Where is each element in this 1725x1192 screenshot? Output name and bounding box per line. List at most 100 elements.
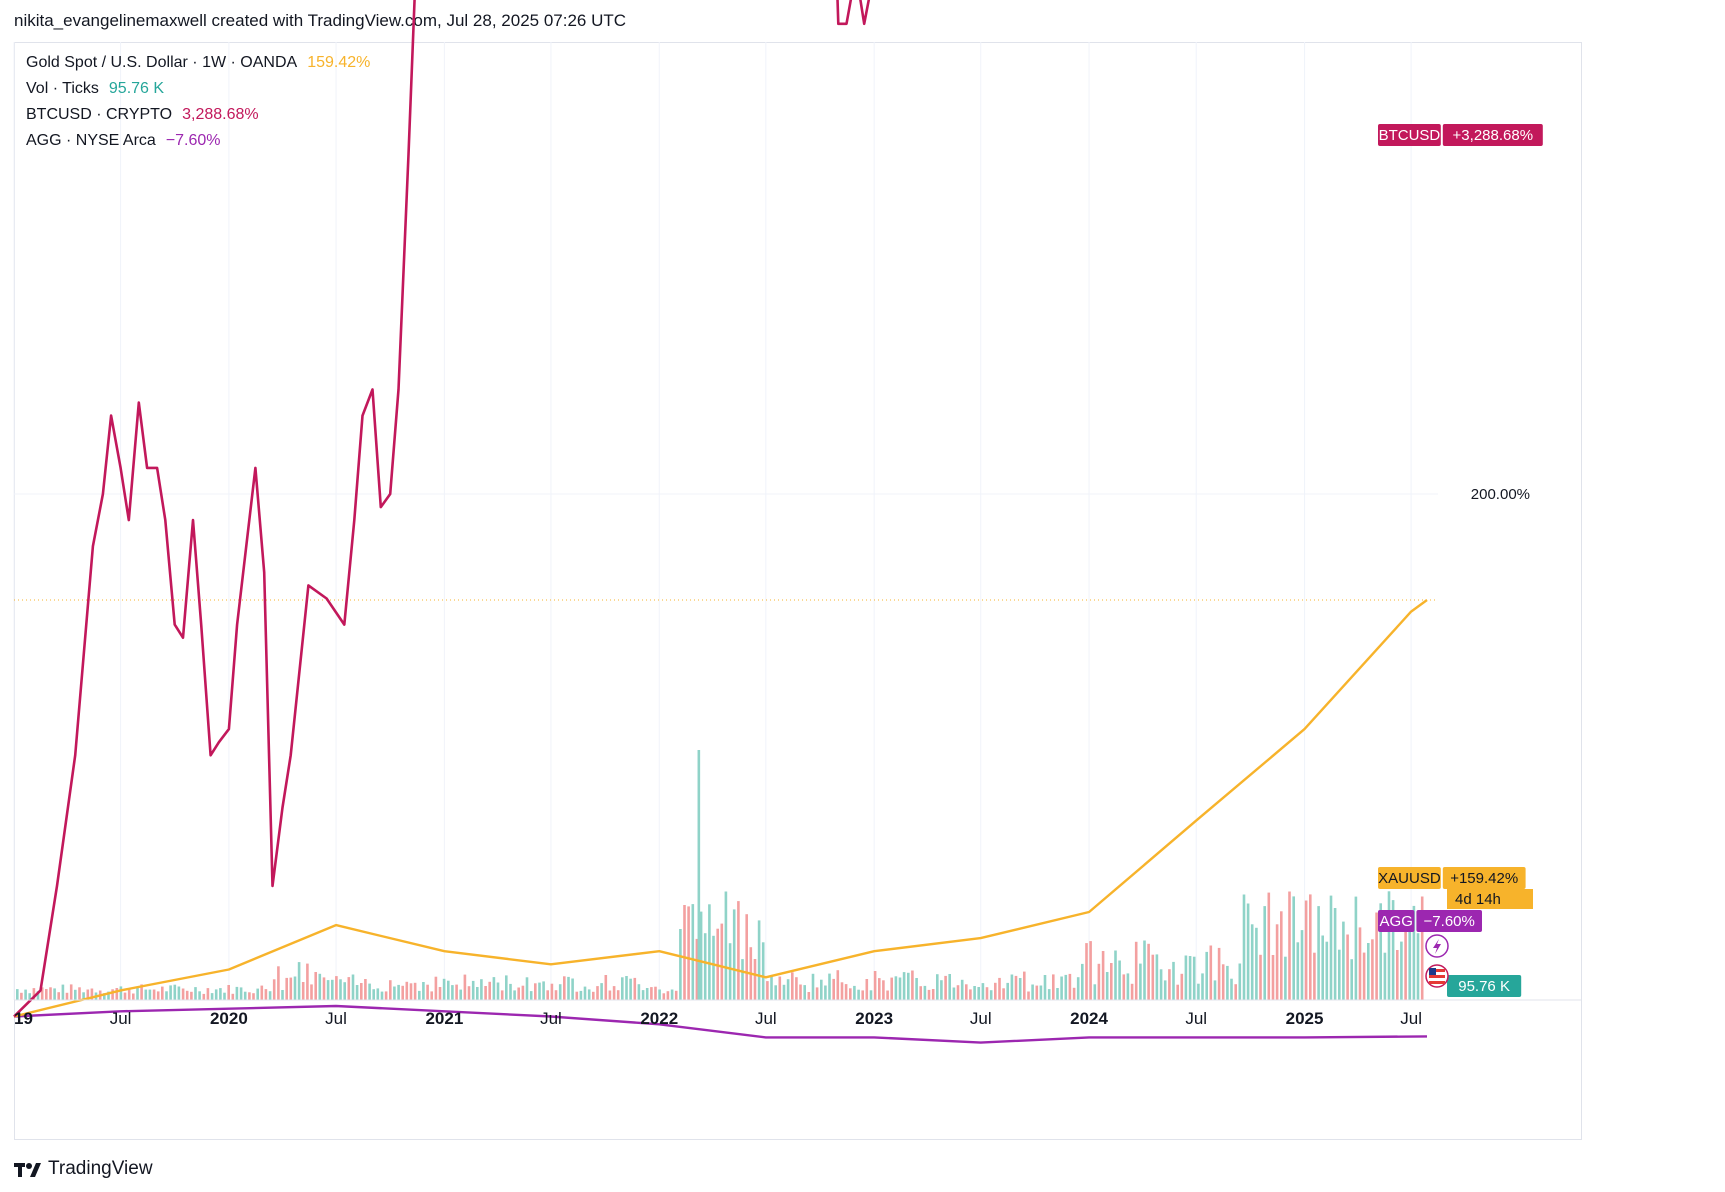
volume-bar bbox=[1155, 954, 1159, 1000]
volume-bar bbox=[1396, 950, 1399, 1000]
volume-bar bbox=[1238, 963, 1242, 1000]
xau-price-tag-symbol-bg bbox=[1378, 867, 1441, 889]
volume-bar bbox=[1180, 973, 1184, 1000]
agg-price-tag[interactable]: AGG −7.60% bbox=[1378, 910, 1482, 932]
btc-price-tag-value-bg bbox=[1442, 124, 1543, 146]
volume-price-tag[interactable]: 95.76 K bbox=[1447, 975, 1522, 997]
volume-bar bbox=[894, 976, 898, 1000]
series-line-xauusd[interactable] bbox=[13, 599, 1428, 1018]
volume-bar bbox=[542, 981, 545, 1000]
volume-bar bbox=[774, 985, 777, 1000]
volume-bar bbox=[981, 983, 985, 1000]
volume-bar bbox=[525, 977, 529, 1000]
volume-bar bbox=[235, 986, 239, 1000]
volume-bar bbox=[915, 978, 918, 1000]
volume-bar bbox=[397, 984, 400, 1000]
tradingview-footer[interactable]: TradingView bbox=[14, 1158, 153, 1180]
volume-bar bbox=[1188, 956, 1192, 1000]
volume-bar bbox=[74, 989, 77, 1000]
series-line-btcusd[interactable] bbox=[13, 0, 1427, 1018]
btc-price-tag-value: +3,288.68% bbox=[1453, 127, 1534, 144]
volume-bar bbox=[807, 992, 811, 1000]
volume-bar bbox=[1043, 975, 1047, 1000]
volume-bar bbox=[123, 992, 127, 1000]
volume-bar bbox=[165, 991, 168, 1000]
xau-price-tag[interactable]: XAUUSD +159.42% bbox=[1378, 867, 1526, 889]
x-tick-label: 2023 bbox=[855, 1009, 893, 1028]
tradingview-brand: TradingView bbox=[48, 1158, 153, 1179]
volume-bar bbox=[732, 909, 736, 1000]
legend-btc[interactable]: BTCUSD · CRYPTO 3,288.68% bbox=[26, 106, 259, 124]
volume-bar bbox=[49, 987, 52, 1000]
lightning-icon[interactable] bbox=[1425, 934, 1449, 958]
legend-agg[interactable]: AGG · NYSE Arca −7.60% bbox=[26, 132, 221, 150]
volume-bar bbox=[227, 985, 230, 1000]
volume-bar bbox=[1101, 951, 1105, 1000]
volume-bar bbox=[600, 983, 603, 1000]
volume-bar bbox=[20, 992, 23, 1000]
volume-bar bbox=[1126, 973, 1130, 1000]
volume-bar bbox=[1404, 915, 1407, 1000]
volume-bar bbox=[513, 990, 516, 1000]
volume-bar bbox=[223, 992, 226, 1000]
volume-bar bbox=[1280, 911, 1283, 1000]
volume-bar bbox=[360, 983, 363, 1000]
volume-bar bbox=[500, 990, 504, 1000]
volume-bar bbox=[1412, 905, 1416, 1000]
volume-bar bbox=[152, 989, 156, 1000]
volume-bar bbox=[297, 962, 301, 1000]
volume-bar bbox=[1230, 978, 1233, 1000]
volume-bar bbox=[1242, 894, 1246, 1000]
agg-price-tag-value: −7.60% bbox=[1424, 913, 1475, 930]
volume-bar bbox=[994, 982, 997, 1000]
series-line-agg[interactable] bbox=[13, 1004, 1428, 1044]
btc-price-tag[interactable]: BTCUSD +3,288.68% bbox=[1378, 124, 1543, 146]
volume-bar bbox=[907, 972, 910, 1000]
volume-bar bbox=[1056, 988, 1059, 1000]
volume-bar bbox=[869, 990, 873, 1000]
legend-volume-label: Vol · Ticks bbox=[26, 80, 99, 97]
volume-bar bbox=[185, 990, 189, 1000]
volume-bar bbox=[861, 990, 864, 1000]
volume-bar bbox=[666, 991, 670, 1000]
x-tick-label: Jul bbox=[755, 1009, 777, 1028]
volume-bar bbox=[766, 981, 769, 1000]
legend-volume[interactable]: Vol · Ticks 95.76 K bbox=[26, 80, 164, 98]
volume-bar bbox=[1420, 896, 1424, 1000]
volume-bar bbox=[1209, 945, 1213, 1000]
volume-bar bbox=[550, 983, 554, 1000]
us-flag-icon[interactable] bbox=[1425, 964, 1449, 988]
xau-price-tag-value-bg bbox=[1442, 867, 1526, 889]
volume-bar bbox=[612, 986, 616, 1000]
volume-bar bbox=[268, 991, 272, 1000]
volume-bar bbox=[289, 977, 293, 1000]
volume-bar bbox=[521, 985, 525, 1000]
volume-bar bbox=[621, 977, 624, 1000]
x-tick-label: Jul bbox=[540, 1009, 562, 1028]
volume-bar bbox=[956, 985, 960, 1000]
volume-bar bbox=[156, 991, 160, 1000]
volume-bar bbox=[376, 988, 380, 1000]
x-tick-label: Jul bbox=[110, 1009, 132, 1028]
volume-bar bbox=[737, 901, 740, 1000]
volume-bar bbox=[1072, 987, 1076, 1000]
volume-bar bbox=[471, 980, 475, 1000]
volume-bar bbox=[1250, 924, 1254, 1000]
volume-bar bbox=[820, 979, 823, 1000]
volume-bar bbox=[902, 972, 906, 1000]
volume-bar bbox=[753, 959, 757, 1000]
volume-bar bbox=[488, 981, 491, 1000]
volume-bar bbox=[53, 988, 56, 1000]
volume-bar bbox=[1143, 940, 1146, 1000]
volume-bar bbox=[761, 942, 765, 1000]
volume-bar bbox=[836, 970, 840, 1000]
volume-bar bbox=[459, 989, 462, 1000]
volume-bar bbox=[1023, 971, 1026, 1000]
volume-bar bbox=[1333, 908, 1337, 1000]
price-axis: 200.00% bbox=[1471, 486, 1530, 503]
volume-bar bbox=[1060, 976, 1063, 1000]
x-tick-label: 2025 bbox=[1286, 1009, 1324, 1028]
legend-btc-label: BTCUSD · CRYPTO bbox=[26, 106, 173, 123]
legend-gold[interactable]: Gold Spot / U.S. Dollar · 1W · OANDA 159.… bbox=[26, 54, 370, 72]
